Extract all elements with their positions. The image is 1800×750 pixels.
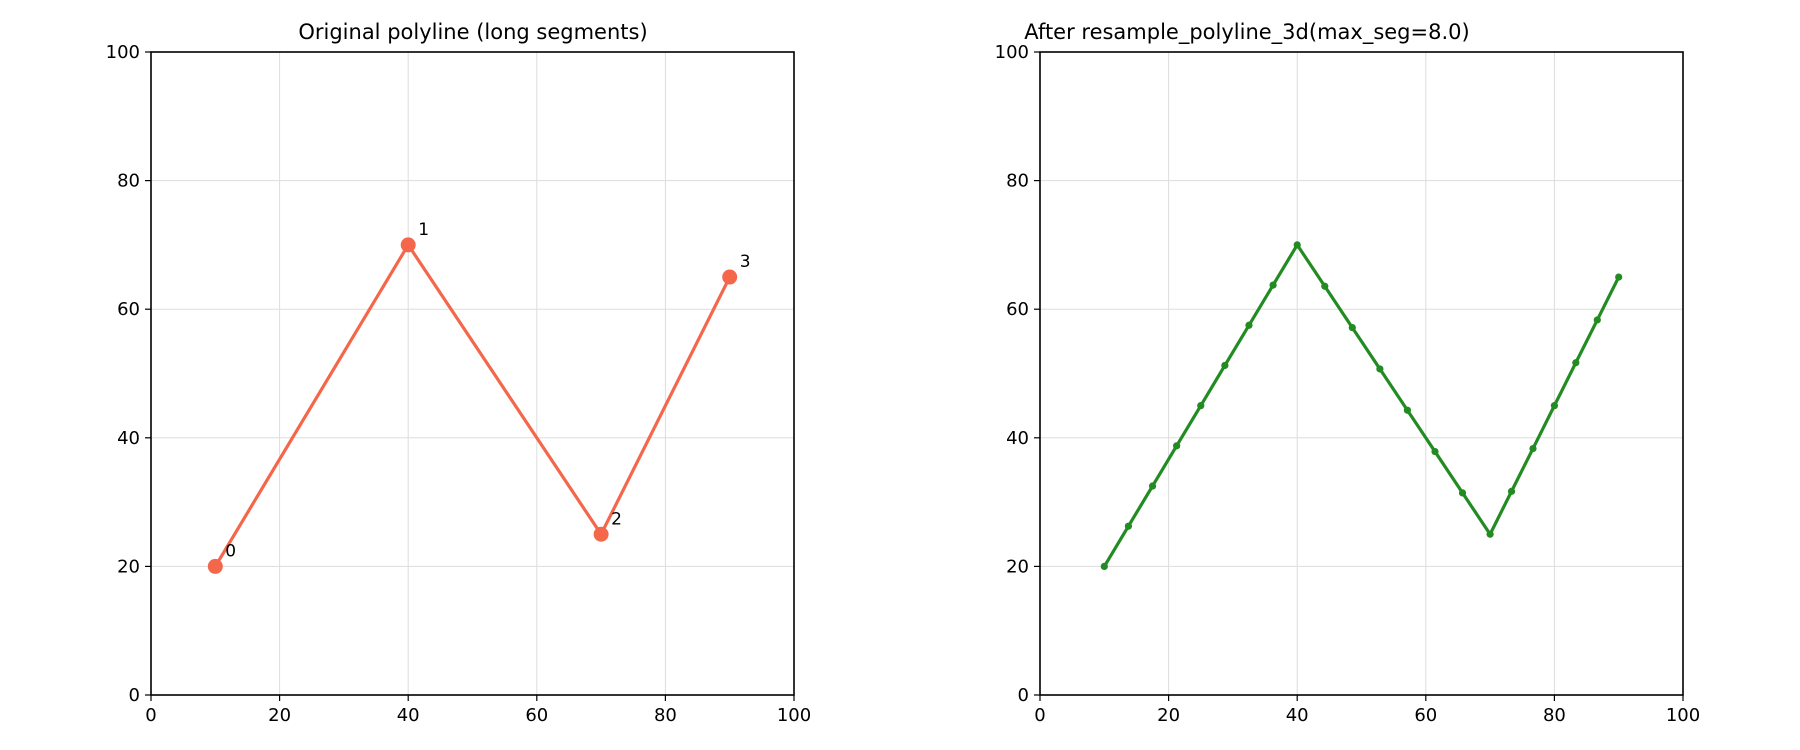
y-tick-label: 80 [117,171,140,192]
data-point [1431,447,1439,456]
y-tick-label: 20 [1006,556,1029,577]
series-line [1102,243,1621,568]
x-tick-label: 100 [777,705,811,726]
data-point [593,526,609,542]
data-point [1615,273,1623,281]
data-point [1124,522,1133,530]
point-label: 0 [225,541,236,561]
x-tick-label: 100 [1666,705,1700,726]
point-label: 2 [611,509,622,529]
y-tick-label: 40 [1006,428,1029,449]
data-point [1293,241,1301,249]
data-point [1269,281,1277,289]
data-point [1507,487,1516,495]
data-point [1148,482,1157,490]
data-point [1403,406,1412,414]
chart-panel-original: Original polyline (long segments) 0 1 2 3 0 2… [106,20,812,726]
data-point [1529,444,1537,453]
x-tick-label: 0 [145,705,156,726]
x-tick-label: 20 [1157,705,1180,726]
x-tick-label: 20 [268,705,291,726]
y-tick-label: 60 [1006,299,1029,320]
y-tick-label: 60 [117,299,140,320]
y-tick-label: 100 [995,42,1029,63]
x-tick-label: 80 [1543,705,1566,726]
x-tick-label: 60 [525,705,548,726]
y-tick-label: 80 [1006,171,1029,192]
data-point [722,269,738,285]
y-tick-label: 100 [106,42,140,63]
y-tick-label: 0 [129,685,140,706]
x-tick-label: 0 [1034,705,1045,726]
chart-title-resampled: After resample_polyline_3d(max_seg=8.0) [1024,20,1469,45]
data-point [1376,365,1384,373]
data-point [1321,282,1329,290]
x-tick-label: 40 [397,705,420,726]
data-point [1221,361,1229,370]
data-point [1593,316,1601,324]
data-point [1486,530,1494,538]
chart-panel-resampled: After resample_polyline_3d(max_seg=8.0) … [995,20,1701,726]
y-tick-label: 0 [1018,685,1029,706]
data-point [1197,402,1205,410]
axes-frame [1039,51,1684,696]
y-tick-label: 40 [117,428,140,449]
point-label: 1 [418,220,429,240]
axes-frame [150,51,795,696]
x-tick-label: 40 [1286,705,1309,726]
y-tick-label: 20 [117,556,140,577]
data-point [1348,323,1356,332]
point-label: 3 [740,252,751,272]
data-point [1100,562,1108,571]
data-point [207,558,223,574]
data-point [1458,489,1467,497]
x-tick-label: 60 [1414,705,1437,726]
chart-title-original: Original polyline (long segments) [298,20,647,44]
data-point [1245,321,1253,329]
x-tick-label: 80 [654,705,677,726]
series-line [213,243,732,568]
data-point [1173,442,1181,450]
data-point [400,237,416,253]
data-point [1550,402,1558,410]
data-point [1572,359,1580,367]
